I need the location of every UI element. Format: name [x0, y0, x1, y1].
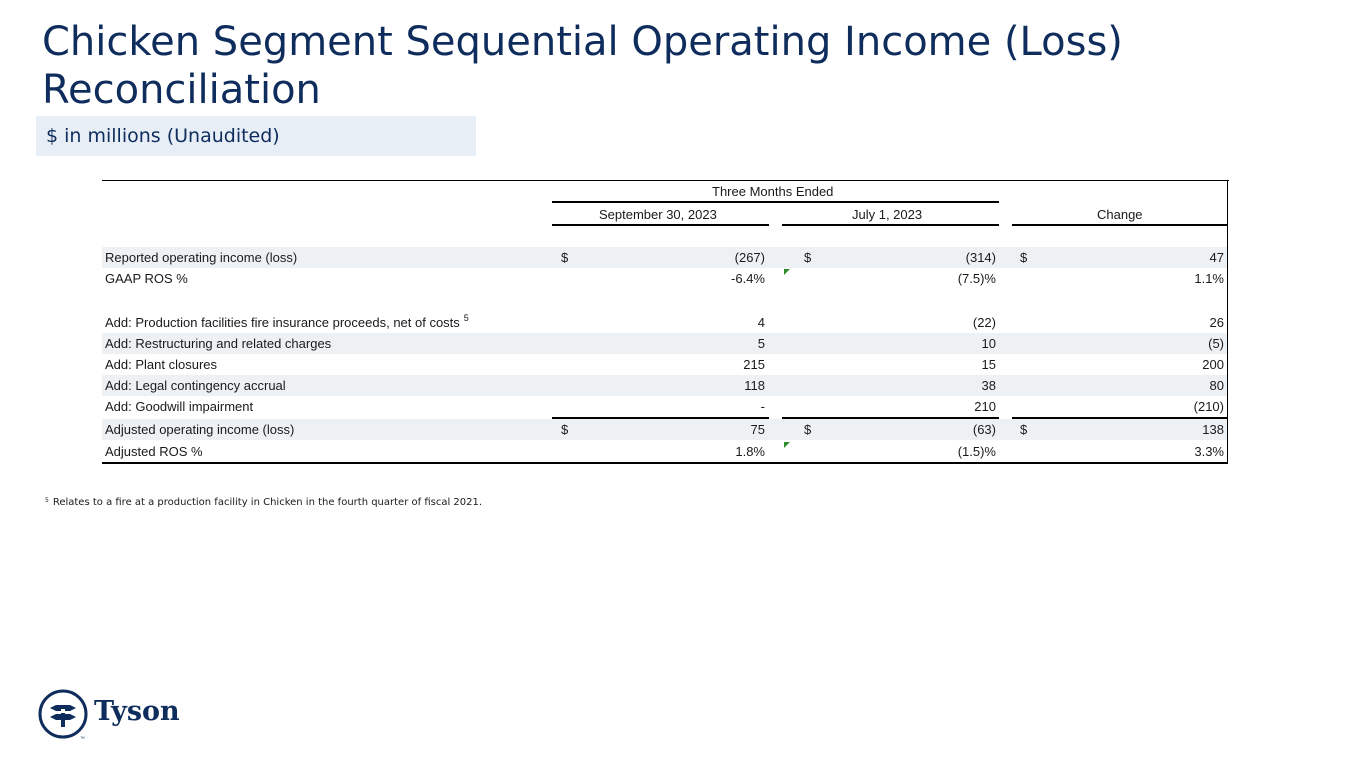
table-row: Adjusted operating income (loss) $ 75 $ …	[102, 419, 1227, 440]
subtotal-rule-2	[782, 417, 999, 419]
column-header-change: Change	[1097, 207, 1143, 222]
value-jul-1: 15	[981, 357, 996, 372]
value-jul-1: (63)	[972, 422, 996, 437]
value-sep-30: 1.8%	[735, 444, 765, 459]
value-change: 200	[1202, 357, 1224, 372]
value-change: (210)	[1193, 399, 1224, 414]
footnote-marker: 5	[45, 497, 49, 504]
comment-flag-icon	[784, 442, 790, 448]
table-row: Add: Legal contingency accrual 118 38 80	[102, 375, 1227, 396]
group-header: Three Months Ended	[712, 184, 834, 199]
value-sep-30: 5	[757, 336, 765, 351]
tyson-emblem-icon	[38, 689, 88, 739]
column-rule-1	[552, 224, 769, 226]
value-change: 47	[1209, 250, 1224, 265]
row-label: Adjusted ROS %	[105, 444, 203, 459]
table-row: Add: Restructuring and related charges 5…	[102, 333, 1227, 354]
value-change: 26	[1209, 315, 1224, 330]
row-label: Add: Goodwill impairment	[105, 399, 254, 414]
row-label: GAAP ROS %	[105, 271, 188, 286]
currency-symbol: $	[1020, 422, 1028, 437]
currency-symbol: $	[804, 250, 812, 265]
table-row: Add: Plant closures 215 15 200	[102, 354, 1227, 375]
table-row: Adjusted ROS % 1.8% (1.5)% 3.3%	[102, 441, 1227, 462]
value-change: (5)	[1208, 336, 1224, 351]
value-change: 80	[1209, 378, 1224, 393]
row-label: Add: Legal contingency accrual	[105, 378, 286, 393]
subtotal-rule-1	[552, 417, 769, 419]
column-rule-3	[1012, 224, 1227, 226]
column-header-jul-1: July 1, 2023	[852, 207, 923, 222]
table-row: GAAP ROS % -6.4% (7.5)% 1.1%	[102, 268, 1227, 289]
subtitle-banner: $ in millions (Unaudited)	[36, 116, 476, 156]
value-sep-30: -	[760, 399, 765, 414]
logo-wordmark: Tyson	[94, 696, 180, 727]
trademark-symbol: ™	[80, 736, 85, 742]
footnote-marker: 5	[463, 313, 469, 323]
page-title: Chicken Segment Sequential Operating Inc…	[42, 19, 1123, 113]
subtotal-rule-3	[1012, 417, 1227, 419]
value-sep-30: 4	[757, 315, 765, 330]
row-label: Reported operating income (loss)	[105, 250, 298, 265]
table-top-rule	[102, 180, 1229, 181]
tyson-logo: Tyson ™	[38, 688, 188, 744]
row-label: Add: Production facilities fire insuranc…	[105, 313, 469, 330]
subtitle: $ in millions (Unaudited)	[46, 125, 280, 147]
currency-symbol: $	[561, 422, 569, 437]
value-sep-30: 118	[744, 378, 765, 393]
footnote-text: Relates to a fire at a production facili…	[52, 497, 483, 508]
row-label: Adjusted operating income (loss)	[105, 422, 295, 437]
currency-symbol: $	[804, 422, 812, 437]
comment-flag-icon	[784, 269, 790, 275]
value-change: 3.3%	[1194, 444, 1224, 459]
table-row: Reported operating income (loss) $ (267)…	[102, 247, 1227, 268]
row-label-text: Add: Production facilities fire insuranc…	[105, 315, 460, 330]
table-row: Add: Production facilities fire insuranc…	[102, 312, 1227, 333]
value-jul-1: (22)	[972, 315, 996, 330]
value-change: 138	[1202, 422, 1224, 437]
column-rule-2	[782, 224, 999, 226]
value-jul-1: (314)	[965, 250, 996, 265]
currency-symbol: $	[1020, 250, 1028, 265]
group-header-rule	[552, 201, 999, 203]
table-row: Add: Goodwill impairment - 210 (210)	[102, 396, 1227, 417]
reconciliation-table: Three Months Ended September 30, 2023 Ju…	[102, 180, 1229, 464]
currency-symbol: $	[561, 250, 569, 265]
value-sep-30: (267)	[734, 250, 765, 265]
value-sep-30: 215	[743, 357, 765, 372]
value-jul-1: 38	[981, 378, 996, 393]
row-label: Add: Restructuring and related charges	[105, 336, 332, 351]
footnote: 5 Relates to a fire at a production facil…	[45, 497, 482, 508]
column-header-sep-30: September 30, 2023	[599, 207, 717, 222]
row-label: Add: Plant closures	[105, 357, 218, 372]
value-jul-1: 10	[981, 336, 996, 351]
value-jul-1: (7.5)%	[957, 271, 996, 286]
value-sep-30: -6.4%	[731, 271, 765, 286]
value-sep-30: 75	[750, 422, 765, 437]
value-jul-1: (1.5)%	[957, 444, 996, 459]
value-change: 1.1%	[1194, 271, 1224, 286]
value-jul-1: 210	[974, 399, 996, 414]
